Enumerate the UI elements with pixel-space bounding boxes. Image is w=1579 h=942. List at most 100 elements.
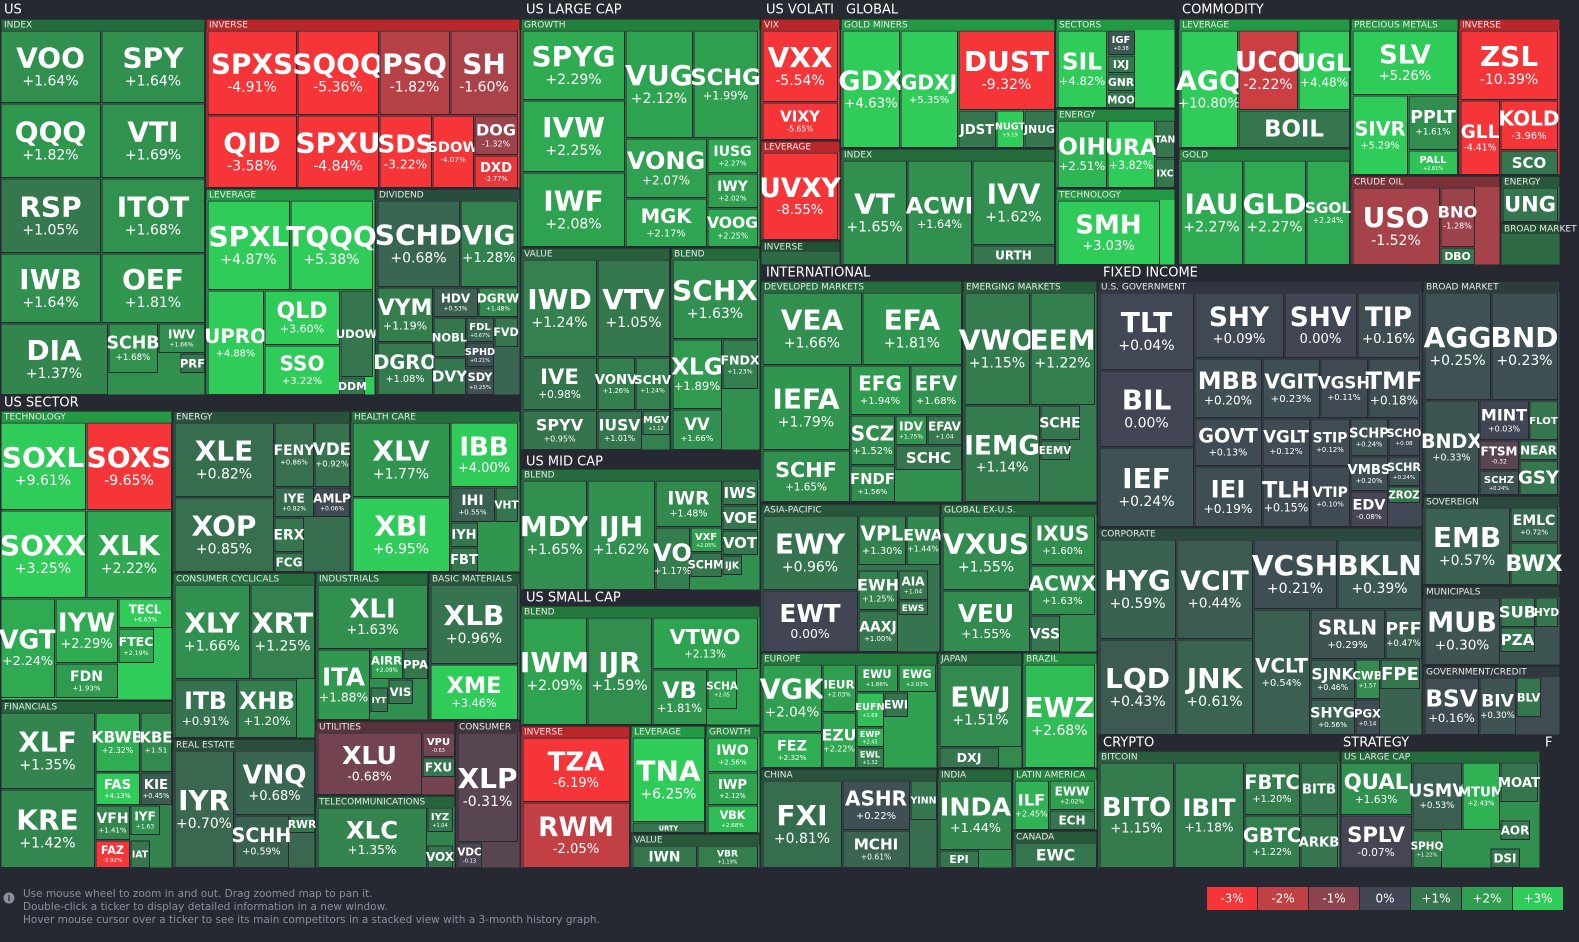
ticker[interactable]: TQQQ: [286, 220, 377, 253]
ticker[interactable]: KBWB: [91, 729, 143, 747]
ticker-tile[interactable]: [317, 649, 370, 720]
ticker[interactable]: BITB: [1302, 783, 1336, 798]
ticker-tile[interactable]: [856, 664, 898, 692]
ticker[interactable]: EWJ: [950, 681, 1010, 714]
ticker[interactable]: SPYG: [532, 40, 616, 73]
ticker[interactable]: BIL: [1122, 384, 1172, 417]
ticker[interactable]: IWY: [717, 179, 749, 195]
ticker-tile[interactable]: [1024, 664, 1095, 768]
ticker-tile[interactable]: [1244, 815, 1300, 868]
ticker-tile[interactable]: [274, 517, 304, 552]
ticker[interactable]: EFG: [858, 372, 902, 396]
ticker-tile[interactable]: [1243, 160, 1306, 265]
ticker-tile[interactable]: [762, 732, 822, 768]
ticker-tile[interactable]: [1385, 609, 1422, 659]
ticker[interactable]: VGK: [760, 675, 825, 706]
ticker-tile[interactable]: [898, 570, 928, 600]
ticker-tile[interactable]: [939, 780, 1012, 850]
ticker[interactable]: EEMV: [1039, 445, 1072, 457]
ticker[interactable]: KIE: [144, 778, 168, 793]
ticker-tile[interactable]: [1462, 762, 1500, 830]
ticker-tile[interactable]: [450, 422, 518, 487]
ticker[interactable]: VONG: [627, 147, 705, 175]
ticker-tile[interactable]: [707, 772, 758, 805]
ticker[interactable]: SCHZ: [1484, 475, 1514, 486]
ticker[interactable]: MOAT: [1498, 776, 1540, 791]
ticker-tile[interactable]: [1180, 160, 1243, 265]
ticker[interactable]: TNA: [636, 755, 701, 788]
ticker[interactable]: BITO: [1102, 793, 1171, 823]
ticker[interactable]: IVV: [987, 178, 1041, 211]
ticker[interactable]: XLF: [18, 726, 77, 759]
ticker-tile[interactable]: [1460, 30, 1558, 100]
ticker[interactable]: KOLD: [1499, 107, 1560, 131]
ticker[interactable]: IVW: [542, 111, 605, 144]
ticker[interactable]: IBIT: [1182, 793, 1236, 822]
ticker[interactable]: IWS: [724, 484, 757, 502]
ticker-tile[interactable]: [95, 840, 130, 868]
ticker-tile[interactable]: [1300, 815, 1338, 868]
ticker[interactable]: JDST: [959, 123, 994, 138]
ticker[interactable]: IEMG: [964, 430, 1040, 461]
ticker[interactable]: XBI: [374, 510, 427, 543]
ticker-tile[interactable]: [377, 287, 433, 342]
ticker-tile[interactable]: [964, 405, 1040, 502]
ticker[interactable]: VXUS: [943, 528, 1029, 561]
ticker[interactable]: MOO: [1107, 96, 1135, 107]
ticker-tile[interactable]: [207, 200, 290, 290]
ticker[interactable]: EWI: [884, 699, 908, 712]
ticker[interactable]: EUFN: [855, 702, 884, 713]
ticker-tile[interactable]: [297, 30, 379, 115]
ticker-tile[interactable]: [1030, 292, 1095, 405]
ticker-tile[interactable]: [958, 30, 1055, 110]
ticker[interactable]: ERX: [274, 528, 305, 544]
ticker-tile[interactable]: [1440, 247, 1475, 265]
ticker-tile[interactable]: [1107, 91, 1135, 108]
ticker-tile[interactable]: [707, 669, 737, 709]
ticker[interactable]: BOIL: [1264, 117, 1324, 143]
ticker-tile[interactable]: [495, 487, 518, 522]
ticker-tile[interactable]: [379, 115, 432, 188]
ticker[interactable]: LQD: [1105, 662, 1170, 695]
ticker-tile[interactable]: [522, 617, 587, 725]
ticker-tile[interactable]: [939, 747, 999, 768]
ticker[interactable]: BNDX: [1421, 430, 1482, 453]
ticker-tile[interactable]: [340, 290, 373, 377]
ticker[interactable]: SMH: [1075, 211, 1141, 241]
ticker[interactable]: EWY: [775, 528, 846, 561]
ticker-tile[interactable]: [1155, 158, 1175, 188]
ticker-tile[interactable]: [1479, 440, 1519, 470]
ticker-tile[interactable]: [597, 410, 642, 450]
ticker-tile[interactable]: [964, 292, 1030, 405]
ticker[interactable]: VCSH: [1252, 549, 1338, 582]
ticker-tile[interactable]: [690, 527, 722, 552]
ticker[interactable]: XLV: [372, 435, 430, 468]
ticker-tile[interactable]: [1107, 30, 1135, 55]
ticker[interactable]: DGRO: [373, 351, 436, 374]
ticker[interactable]: FBTC: [1244, 771, 1299, 794]
ticker[interactable]: SJNK: [1311, 666, 1354, 684]
ticker[interactable]: GSY: [1518, 468, 1560, 489]
ticker[interactable]: EMLC: [1513, 513, 1556, 529]
ticker-tile[interactable]: [457, 842, 482, 868]
ticker[interactable]: VEU: [958, 599, 1014, 628]
ticker[interactable]: SCHF: [775, 458, 837, 482]
ticker-tile[interactable]: [972, 245, 1055, 265]
ticker-tile[interactable]: [207, 30, 297, 115]
ticker[interactable]: VDC: [457, 846, 481, 858]
ticker-tile[interactable]: [1030, 515, 1095, 565]
ticker-tile[interactable]: [910, 365, 962, 415]
ticker-tile[interactable]: [1310, 699, 1355, 735]
ticker-tile[interactable]: [474, 155, 518, 188]
ticker-tile[interactable]: [1253, 539, 1337, 609]
ticker[interactable]: VSS: [1030, 627, 1060, 643]
ticker-tile[interactable]: [762, 152, 838, 240]
ticker[interactable]: FEZ: [777, 738, 807, 754]
ticker[interactable]: SRLN: [1318, 616, 1377, 640]
ticker[interactable]: IYE: [283, 492, 304, 506]
ticker-tile[interactable]: [1040, 405, 1080, 440]
ticker[interactable]: VOX: [426, 850, 455, 864]
ticker[interactable]: SHY: [1209, 302, 1270, 333]
ticker[interactable]: VGT: [0, 626, 57, 656]
ticker-tile[interactable]: [762, 30, 838, 102]
